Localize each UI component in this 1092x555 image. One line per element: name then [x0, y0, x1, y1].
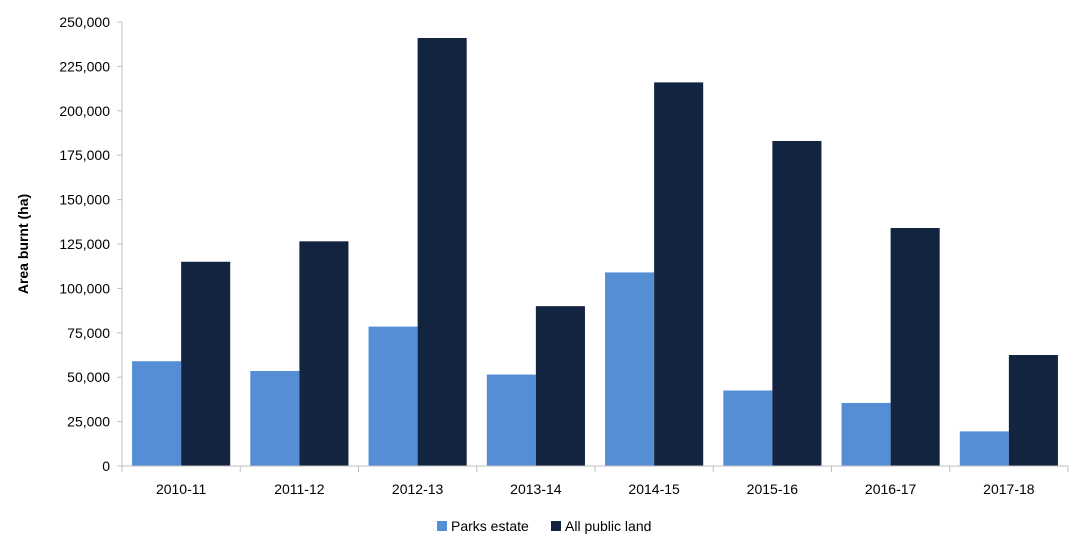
bar-parks-estate-2013-14: [486, 374, 536, 466]
y-tick-label: 150,000: [59, 192, 110, 208]
y-axis: 0 25,000 50,000 75,000 100,000 125,000 150,000…: [59, 14, 123, 474]
bar-all-public-land-2011-12: [299, 241, 349, 466]
y-tick-label: 225,000: [59, 58, 110, 74]
y-tick-label: 25,000: [67, 414, 110, 430]
x-axis: 2010-11 2011-12 2012-13 2013-14 2014-15 2015-…: [121, 465, 1069, 497]
x-tick-label: 2013-14: [510, 481, 562, 497]
bar-parks-estate-2016-17: [841, 402, 891, 466]
bar-all-public-land-2013-14: [535, 306, 585, 466]
legend-swatch: [551, 521, 561, 531]
bar-parks-estate-2015-16: [723, 390, 773, 466]
y-tick-label: 200,000: [59, 103, 110, 119]
y-tick-label: 75,000: [67, 325, 110, 341]
bars: [132, 37, 1058, 466]
y-tick-label: 250,000: [59, 14, 110, 30]
x-tick-label: 2015-16: [747, 481, 799, 497]
y-tick-label: 125,000: [59, 236, 110, 252]
y-tick-label: 0: [102, 458, 110, 474]
y-tick-label: 50,000: [67, 369, 110, 385]
bar-all-public-land-2012-13: [417, 37, 467, 466]
bar-parks-estate-2010-11: [132, 361, 182, 466]
y-axis-title: Area burnt (ha): [15, 194, 31, 294]
legend-label: Parks estate: [451, 518, 529, 534]
bar-parks-estate-2012-13: [368, 326, 418, 466]
y-tick-label: 100,000: [59, 280, 110, 296]
x-tick-label: 2010-11: [156, 481, 207, 497]
x-tick-label: 2014-15: [628, 481, 680, 497]
bar-all-public-land-2014-15: [654, 82, 704, 466]
y-tick-label: 175,000: [59, 147, 110, 163]
x-tick-label: 2017-18: [983, 481, 1035, 497]
bar-all-public-land-2015-16: [772, 140, 822, 466]
bar-all-public-land-2010-11: [181, 261, 231, 466]
legend-label: All public land: [565, 518, 651, 534]
legend: Parks estate All public land: [437, 518, 651, 534]
bar-parks-estate-2011-12: [250, 370, 300, 466]
x-tick-label: 2012-13: [392, 481, 444, 497]
x-tick-label: 2016-17: [865, 481, 917, 497]
bar-parks-estate-2014-15: [605, 272, 655, 466]
bar-all-public-land-2017-18: [1008, 355, 1058, 466]
bar-all-public-land-2016-17: [890, 228, 940, 466]
x-tick-label: 2011-12: [274, 481, 325, 497]
bar-parks-estate-2017-18: [959, 431, 1009, 466]
legend-swatch: [437, 521, 447, 531]
